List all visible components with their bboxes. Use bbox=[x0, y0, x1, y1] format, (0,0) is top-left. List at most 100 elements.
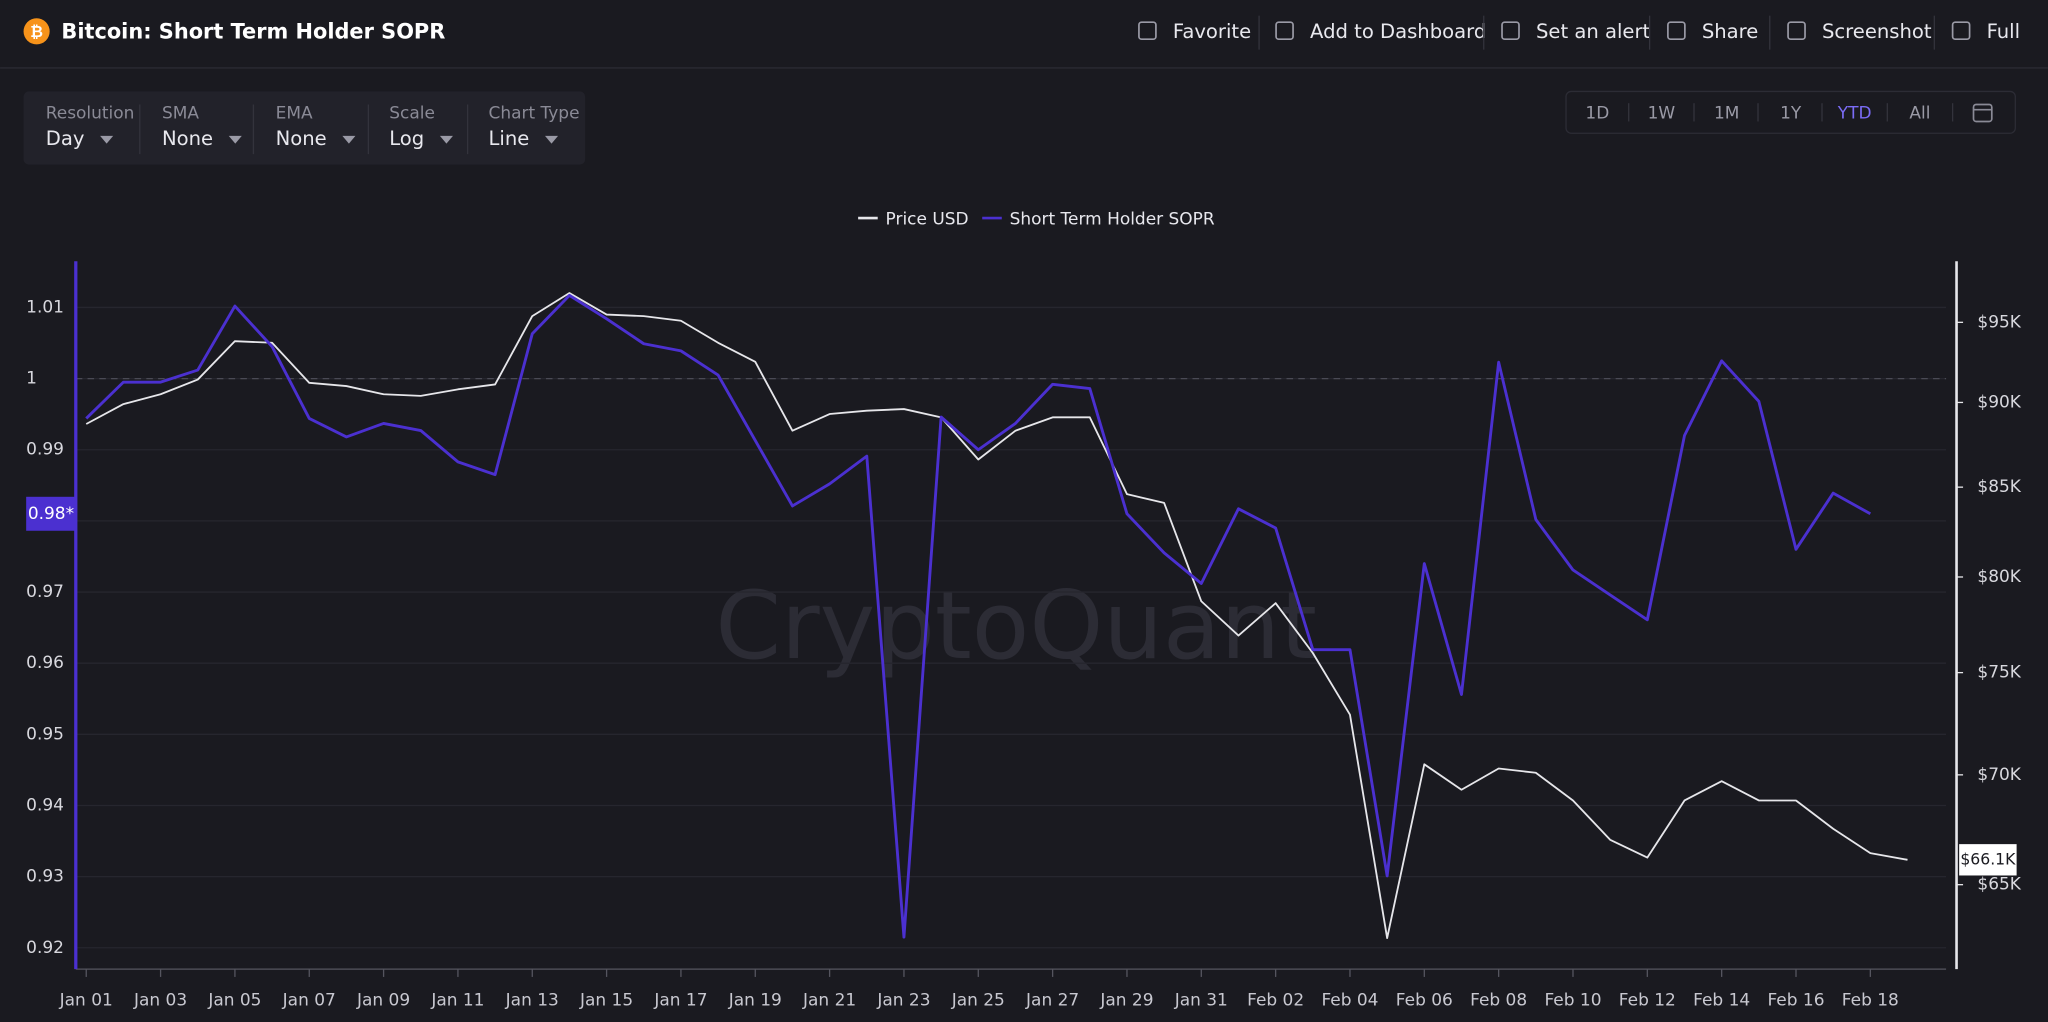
bitcoin-symbol: ₿ bbox=[30, 22, 43, 41]
action-icon bbox=[1787, 21, 1806, 41]
dropdown-label: Scale bbox=[389, 104, 435, 124]
y-tick-label: 1 bbox=[26, 369, 37, 389]
series-line bbox=[85, 292, 1908, 939]
x-tick-label: Feb 16 bbox=[1767, 990, 1824, 1010]
y-tick-label: 0.99 bbox=[26, 440, 64, 460]
dropdown-label: EMA bbox=[276, 104, 313, 124]
watermark: CryptoQuant bbox=[715, 572, 1317, 681]
y-tick-label: 0.95 bbox=[26, 724, 64, 744]
current-price-badge bbox=[1959, 844, 2017, 876]
y2-tick-label: $90K bbox=[1977, 392, 2021, 412]
dropdown-value: None bbox=[162, 127, 213, 150]
action-button[interactable]: Full bbox=[1951, 20, 2020, 43]
range-button[interactable]: All bbox=[1909, 104, 1930, 124]
y-tick-label: 0.92 bbox=[26, 938, 64, 958]
x-tick-label: Jan 11 bbox=[430, 990, 484, 1010]
bitcoin-icon bbox=[23, 18, 50, 45]
dropdown-value: None bbox=[276, 127, 327, 150]
x-tick-label: Jan 21 bbox=[802, 990, 856, 1010]
dropdown[interactable]: SMA None bbox=[162, 104, 242, 151]
x-tick-label: Jan 01 bbox=[59, 990, 113, 1010]
action-button[interactable]: Screenshot bbox=[1787, 20, 1932, 43]
dropdown[interactable]: Scale Log bbox=[389, 104, 453, 151]
action-button[interactable]: Add to Dashboard bbox=[1275, 20, 1486, 43]
y-tick-label: 0.97 bbox=[26, 582, 64, 602]
action-label: Add to Dashboard bbox=[1310, 20, 1486, 43]
range-button[interactable]: 1Y bbox=[1780, 104, 1802, 124]
legend-label: Short Term Holder SOPR bbox=[1010, 209, 1215, 229]
x-tick-label: Jan 31 bbox=[1174, 990, 1228, 1010]
x-tick-label: Jan 13 bbox=[505, 990, 559, 1010]
x-tick-label: Jan 05 bbox=[207, 990, 261, 1010]
x-tick-label: Feb 12 bbox=[1619, 990, 1676, 1010]
current-sopr-label: 0.98* bbox=[28, 504, 74, 524]
current-sopr-badge bbox=[26, 496, 76, 531]
dropdown-arrow bbox=[100, 135, 114, 144]
x-tick-label: Jan 25 bbox=[951, 990, 1005, 1010]
legend-item[interactable]: Price USD bbox=[858, 209, 969, 229]
dropdown-value: Log bbox=[389, 127, 424, 150]
y2-tick-label: $70K bbox=[1977, 765, 2021, 785]
range-buttons: 1D 1W 1M 1Y YTD All bbox=[1585, 103, 1954, 124]
y2-tick-label: $75K bbox=[1977, 663, 2021, 683]
x-tick-label: Feb 04 bbox=[1321, 990, 1378, 1010]
action-icon bbox=[1138, 21, 1157, 41]
dropdown[interactable]: EMA None bbox=[276, 104, 356, 151]
chart: 0.920.930.940.950.960.970.980.9911.01$65… bbox=[26, 209, 2022, 1010]
action-label: Full bbox=[1987, 20, 2020, 43]
action-icon bbox=[1951, 21, 1971, 41]
x-tick-label: Jan 15 bbox=[579, 990, 633, 1010]
x-tick-label: Jan 09 bbox=[356, 990, 410, 1010]
x-tick-label: Feb 02 bbox=[1247, 990, 1304, 1010]
x-tick-label: Feb 06 bbox=[1396, 990, 1453, 1010]
dropdown-label: Resolution bbox=[46, 104, 135, 124]
dropdown-value: Line bbox=[489, 127, 530, 150]
action-label: Set an alert bbox=[1536, 20, 1651, 43]
y2-tick-label: $65K bbox=[1977, 875, 2021, 895]
x-tick-label: Feb 08 bbox=[1470, 990, 1527, 1010]
range-button[interactable]: 1M bbox=[1714, 104, 1739, 124]
calendar-body bbox=[1972, 103, 1993, 123]
action-button[interactable]: Set an alert bbox=[1501, 20, 1651, 43]
dropdown-arrow bbox=[228, 135, 242, 144]
dropdown[interactable]: Chart Type Line bbox=[489, 104, 580, 151]
range-button[interactable]: 1D bbox=[1585, 104, 1609, 124]
action-icon bbox=[1275, 21, 1294, 41]
x-tick-label: Jan 27 bbox=[1025, 990, 1079, 1010]
dropdown[interactable]: Resolution Day bbox=[46, 104, 135, 151]
dropdown-arrow bbox=[544, 135, 559, 144]
dropdown-label: Chart Type bbox=[489, 104, 580, 124]
page-title: Bitcoin: Short Term Holder SOPR bbox=[61, 20, 445, 44]
action-icon bbox=[1667, 21, 1686, 41]
y2-tick-label: $85K bbox=[1977, 477, 2021, 497]
x-tick-label: Jan 03 bbox=[133, 990, 187, 1010]
x-tick-label: Feb 18 bbox=[1842, 990, 1899, 1010]
dropdown-arrow bbox=[439, 135, 453, 144]
legend-item[interactable]: Short Term Holder SOPR bbox=[982, 209, 1215, 229]
current-price-label: $66.1K bbox=[1960, 849, 2016, 868]
action-button[interactable]: Share bbox=[1667, 20, 1758, 43]
dropdown-value: Day bbox=[46, 127, 85, 150]
x-tick-label: Feb 14 bbox=[1693, 990, 1750, 1010]
action-bar: Favorite Add to Dashboard Set an alert Shar… bbox=[1138, 15, 2020, 50]
dropdown-label: SMA bbox=[162, 104, 199, 124]
x-tick-label: Jan 07 bbox=[282, 990, 336, 1010]
action-icon bbox=[1501, 21, 1520, 41]
y-tick-label: 0.93 bbox=[26, 867, 64, 887]
calendar-icon[interactable] bbox=[1972, 103, 1993, 123]
action-label: Screenshot bbox=[1822, 20, 1932, 43]
action-button[interactable]: Favorite bbox=[1138, 20, 1251, 43]
y-tick-label: 1.01 bbox=[26, 297, 64, 317]
legend-label: Price USD bbox=[886, 209, 969, 229]
x-tick-label: Jan 17 bbox=[653, 990, 707, 1010]
x-tick-label: Jan 29 bbox=[1099, 990, 1153, 1010]
controls-panel bbox=[23, 91, 586, 165]
series-line bbox=[85, 293, 1872, 939]
controls: Resolution Day SMA None EMA None Scale Log Chart… bbox=[46, 104, 580, 155]
range-button[interactable]: 1W bbox=[1648, 104, 1676, 124]
range-button[interactable]: YTD bbox=[1837, 104, 1872, 124]
y-tick-label: 0.94 bbox=[26, 795, 64, 815]
